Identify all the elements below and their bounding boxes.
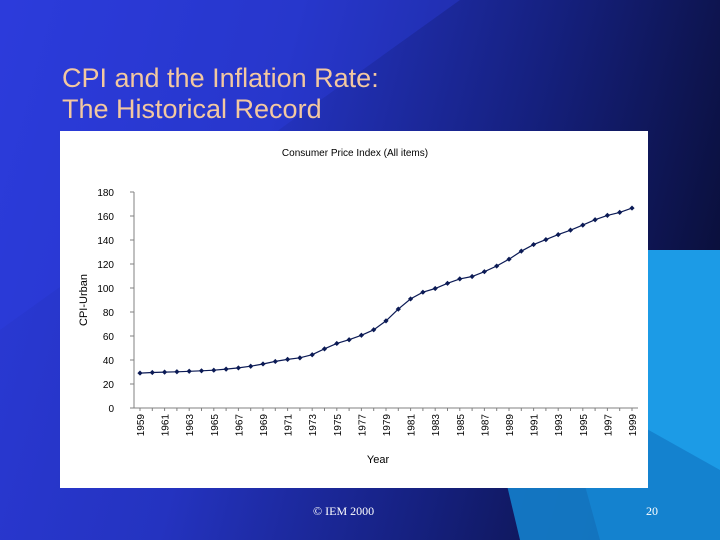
chart-panel: Consumer Price Index (All items) CPI-Urb… <box>60 131 648 488</box>
data-point <box>518 248 524 254</box>
data-point <box>285 356 291 362</box>
data-point <box>186 368 192 374</box>
x-tick-label: 1999 <box>628 414 639 437</box>
y-tick-label: 0 <box>108 404 114 415</box>
axes: 0 20 40 60 80 100 120 140 160 180 1959 1961 1963 1965… <box>97 188 639 436</box>
y-tick-label: 120 <box>97 260 114 271</box>
y-tick-label: 180 <box>97 188 114 199</box>
x-tick-label: 1985 <box>456 414 467 437</box>
y-tick-label: 140 <box>97 236 114 247</box>
footer-copyright: © IEM 2000 <box>313 504 375 518</box>
data-point <box>137 370 143 376</box>
data-point <box>309 352 315 358</box>
x-axis-label: Year <box>367 454 390 466</box>
x-tick-label: 1977 <box>357 414 368 437</box>
data-point <box>555 232 561 238</box>
data-point <box>629 205 635 211</box>
y-tick-label: 20 <box>103 380 115 391</box>
data-point <box>371 327 377 333</box>
data-point <box>506 256 512 262</box>
data-point <box>580 222 586 228</box>
x-tick-label: 1997 <box>603 414 614 437</box>
data-point <box>272 358 278 365</box>
x-tick-label: 1961 <box>161 414 172 437</box>
x-tick-label: 1973 <box>308 414 319 437</box>
data-point <box>592 217 598 223</box>
data-point <box>543 237 549 243</box>
data-point <box>358 332 364 338</box>
data-point <box>408 296 414 302</box>
data-point <box>567 227 574 233</box>
data-point <box>235 365 241 371</box>
data-point <box>211 367 217 373</box>
data-point <box>198 368 205 374</box>
data-point <box>149 369 155 376</box>
chart-title: Consumer Price Index (All items) <box>282 148 428 159</box>
data-point <box>457 276 463 282</box>
x-tick-label: 1993 <box>554 414 565 437</box>
slide-title-line-2: The Historical Record <box>62 94 322 124</box>
x-tick-label: 1965 <box>210 414 221 437</box>
data-point <box>321 346 328 352</box>
x-tick-label: 1979 <box>382 414 393 437</box>
data-point <box>260 361 266 367</box>
x-tick-label: 1983 <box>431 414 442 437</box>
data-point <box>395 306 401 312</box>
x-tick-label: 1987 <box>480 414 491 437</box>
y-tick-label: 60 <box>103 332 115 343</box>
data-point <box>223 366 229 372</box>
y-axis-label: CPI-Urban <box>78 274 90 326</box>
data-point <box>162 369 168 375</box>
series-cpi <box>137 205 635 376</box>
x-tick-label: 1969 <box>259 414 270 437</box>
data-point <box>248 363 254 369</box>
x-tick-label: 1967 <box>234 414 245 437</box>
data-point <box>494 263 500 269</box>
data-point <box>481 269 487 275</box>
data-point <box>604 212 610 218</box>
data-point <box>420 289 426 295</box>
data-point <box>617 209 623 215</box>
x-tick-label: 1981 <box>407 414 418 437</box>
x-tick-label: 1971 <box>284 414 295 437</box>
data-point <box>432 285 438 292</box>
data-point <box>174 369 180 375</box>
data-point <box>531 241 537 248</box>
data-point <box>383 318 389 324</box>
data-point <box>297 355 303 361</box>
y-tick-label: 160 <box>97 212 114 223</box>
slide-title-line-1: CPI and the Inflation Rate: <box>62 63 379 93</box>
y-tick-label: 80 <box>103 308 115 319</box>
data-point <box>444 280 451 286</box>
x-tick-label: 1975 <box>333 414 344 437</box>
page-number: 20 <box>646 504 658 518</box>
x-tick-label: 1963 <box>185 414 196 437</box>
y-tick-label: 40 <box>103 356 115 367</box>
x-tick-label: 1989 <box>505 414 516 437</box>
x-tick-label: 1959 <box>136 414 147 437</box>
data-point <box>469 273 475 280</box>
y-tick-label: 100 <box>97 284 114 295</box>
x-tick-label: 1991 <box>530 414 541 437</box>
x-tick-label: 1995 <box>579 414 590 437</box>
slide-title: CPI and the Inflation Rate: The Historic… <box>62 63 582 125</box>
cpi-line-chart: Consumer Price Index (All items) CPI-Urb… <box>78 148 639 466</box>
data-point <box>346 337 352 343</box>
data-point <box>334 340 340 347</box>
